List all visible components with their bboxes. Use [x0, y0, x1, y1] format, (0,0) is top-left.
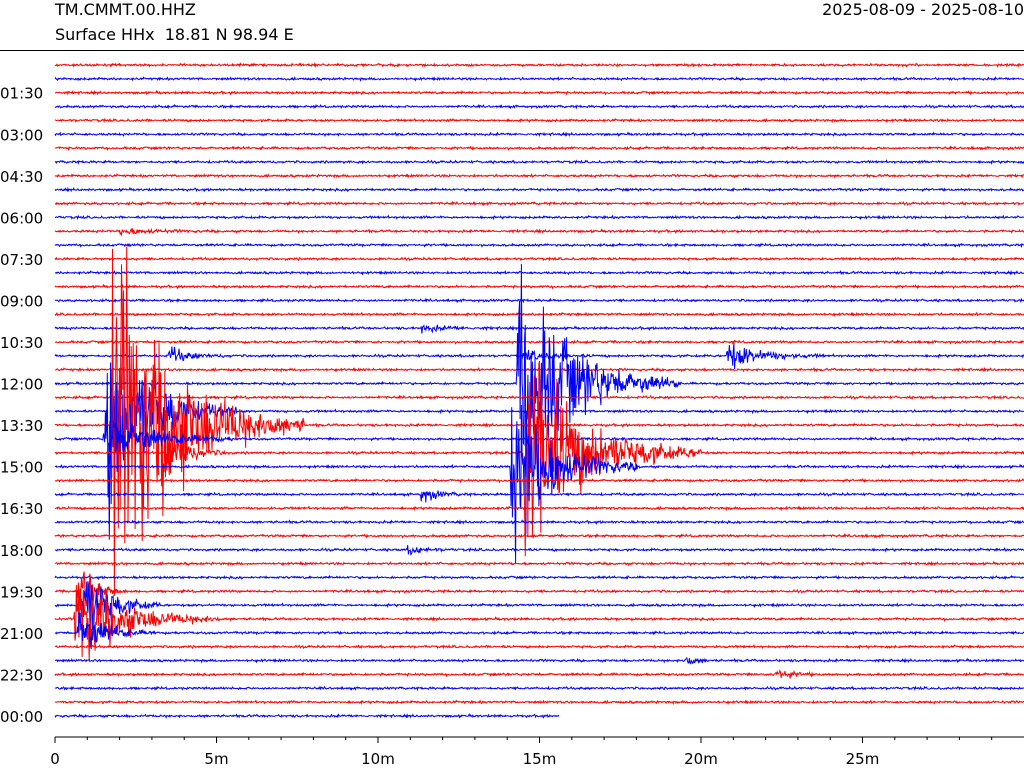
trace-line	[54, 505, 1024, 512]
trace-line	[54, 159, 1024, 166]
trace-line	[54, 89, 1024, 96]
y-tick-label: 04:30	[0, 168, 43, 186]
y-tick-label: 09:00	[0, 292, 43, 310]
y-tick-label: 15:00	[0, 459, 43, 477]
y-tick-label: 21:00	[0, 625, 43, 643]
trace-line	[54, 76, 1024, 82]
trace-line	[54, 145, 1024, 152]
trace-line	[54, 490, 1024, 503]
y-axis: 01:30 03:00 04:30 06:00 07:30 09:00 10:30 12:00…	[0, 85, 43, 726]
trace-line	[54, 103, 1024, 110]
trace-line	[54, 269, 1024, 276]
trace-line	[54, 311, 1024, 318]
x-tick-label: 0	[50, 750, 60, 768]
trace-line	[54, 283, 1024, 290]
x-tick-label: 5m	[204, 750, 228, 768]
y-tick-label: 18:00	[0, 542, 43, 560]
x-axis: 0 5m 10m 15m 20m 25m	[50, 736, 1024, 768]
trace-line	[54, 324, 1024, 334]
trace-line	[54, 172, 1024, 179]
trace-line	[54, 214, 1024, 221]
date-range: 2025-08-09 - 2025-08-10	[822, 0, 1024, 19]
trace-line	[54, 581, 1024, 631]
trace-line	[54, 713, 560, 719]
y-tick-label: 22:30	[0, 666, 43, 684]
trace-line	[54, 227, 1024, 237]
trace-line	[54, 360, 1024, 557]
trace-line	[54, 656, 1024, 665]
x-tick-label: 20m	[684, 750, 718, 768]
trace-line	[55, 560, 1024, 567]
y-tick-label: 01:30	[0, 85, 43, 103]
trace-line	[54, 343, 1024, 370]
trace-line	[54, 685, 1024, 692]
y-tick-label: 07:30	[0, 251, 43, 269]
trace-line	[54, 545, 1024, 556]
trace-line	[54, 186, 1024, 193]
y-tick-label: 10:30	[0, 334, 43, 352]
trace-line	[55, 297, 1024, 304]
y-tick-label: 00:00	[0, 708, 43, 726]
x-tick-label: 25m	[846, 750, 880, 768]
trace-line	[54, 131, 1024, 138]
trace-line	[54, 117, 1024, 124]
trace-line	[54, 256, 1024, 262]
trace-line	[55, 339, 1024, 346]
trace-line	[54, 574, 1024, 581]
y-tick-label: 19:30	[0, 583, 43, 601]
trace-line	[54, 519, 1024, 525]
trace-line	[54, 669, 1024, 679]
trace-line	[54, 477, 1024, 484]
x-tick-label: 15m	[523, 750, 557, 768]
trace-line	[54, 62, 1024, 69]
y-tick-label: 16:30	[0, 500, 43, 518]
y-tick-label: 06:00	[0, 209, 43, 227]
station-code: TM.CMMT.00.HHZ	[55, 0, 196, 19]
trace-line	[54, 699, 1024, 706]
trace-line	[55, 612, 1024, 650]
trace-line	[54, 242, 1024, 249]
trace-group	[54, 62, 1024, 719]
x-tick-label: 10m	[361, 750, 395, 768]
trace-line	[54, 571, 1024, 608]
trace-line	[54, 404, 1024, 564]
station-location: Surface HHx 18.81 N 98.94 E	[55, 25, 294, 44]
y-tick-label: 13:30	[0, 417, 43, 435]
trace-line	[54, 200, 1024, 207]
trace-line	[54, 533, 1024, 539]
trace-line	[54, 246, 1024, 596]
y-tick-label: 12:00	[0, 376, 43, 394]
trace-line	[54, 643, 1024, 650]
y-tick-label: 03:00	[0, 126, 43, 144]
header-divider	[0, 50, 1024, 51]
trace-line	[54, 412, 1024, 465]
trace-line	[54, 263, 1024, 535]
trace-line	[54, 584, 1024, 660]
